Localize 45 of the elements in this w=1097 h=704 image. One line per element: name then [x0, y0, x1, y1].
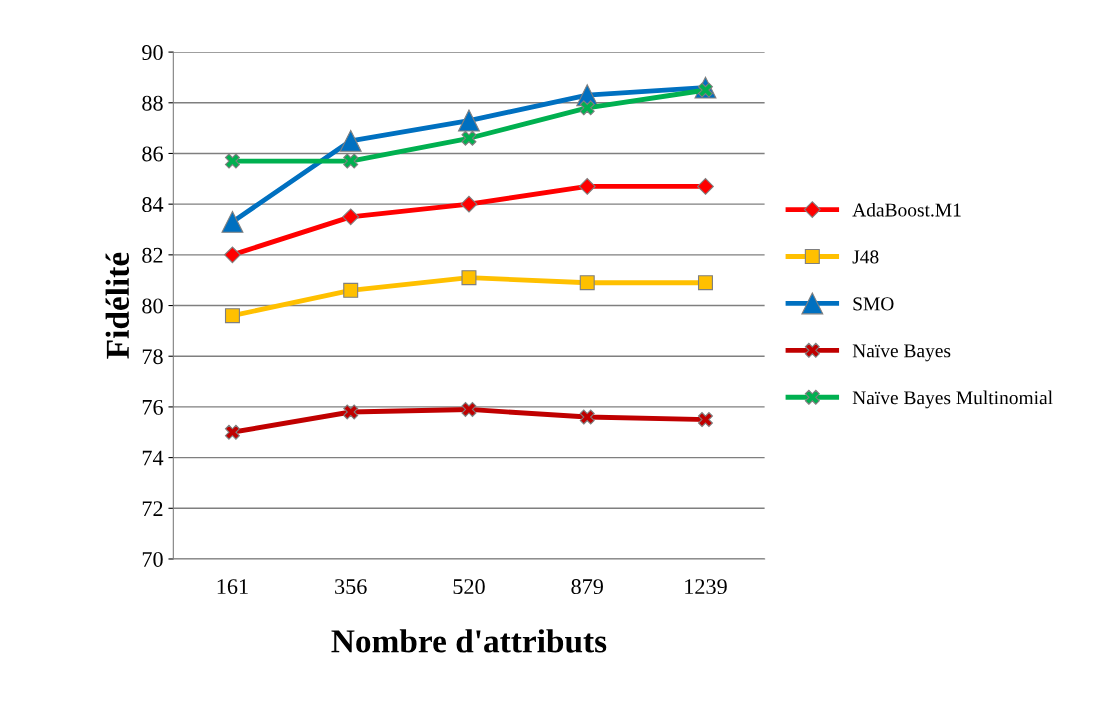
y-tick-label: 72 — [142, 501, 163, 516]
y-tick-label: 80 — [142, 298, 163, 314]
point — [579, 409, 595, 425]
point — [697, 412, 713, 428]
point — [578, 178, 596, 195]
point — [221, 210, 244, 233]
y-tick-label: 82 — [142, 247, 163, 263]
y-tick-label: 74 — [142, 450, 164, 466]
point — [343, 153, 359, 169]
point — [697, 275, 713, 291]
point — [461, 270, 477, 286]
point — [579, 275, 595, 291]
y-axis-title: Fidélité — [105, 252, 130, 359]
point — [224, 424, 240, 440]
legend-label: Naïve Bayes — [852, 344, 951, 362]
point — [697, 178, 714, 195]
point — [342, 208, 360, 226]
legend-label: Naïve Bayes Multinomial — [852, 390, 1053, 409]
point — [457, 109, 480, 132]
legend-label: SMO — [853, 297, 894, 311]
point — [224, 308, 240, 324]
point — [343, 404, 359, 420]
x-tick-label: 1239 — [685, 579, 727, 595]
x-axis-title: Nombre d'attributs — [331, 629, 607, 653]
x-tick-label: 356 — [335, 579, 367, 595]
point — [343, 282, 359, 298]
x-tick-label: 879 — [571, 579, 603, 595]
point — [461, 401, 477, 417]
point — [579, 100, 595, 116]
point — [224, 153, 240, 169]
y-tick-label: 70 — [142, 551, 163, 567]
point — [224, 246, 241, 264]
point — [460, 195, 478, 213]
point — [461, 130, 477, 146]
y-tick-label: 84 — [142, 197, 164, 213]
x-tick-label: 520 — [453, 579, 485, 595]
y-tick-label: 88 — [142, 95, 163, 111]
legend-label: J48 — [852, 250, 879, 264]
point — [339, 129, 362, 152]
y-tick-label: 78 — [142, 349, 163, 365]
x-tick-label: 161 — [217, 579, 248, 595]
y-tick-label: 76 — [142, 399, 163, 415]
legend-label: AdaBoost.M1 — [852, 202, 961, 217]
y-tick-label: 86 — [142, 146, 163, 162]
y-tick-label: 90 — [142, 45, 163, 61]
